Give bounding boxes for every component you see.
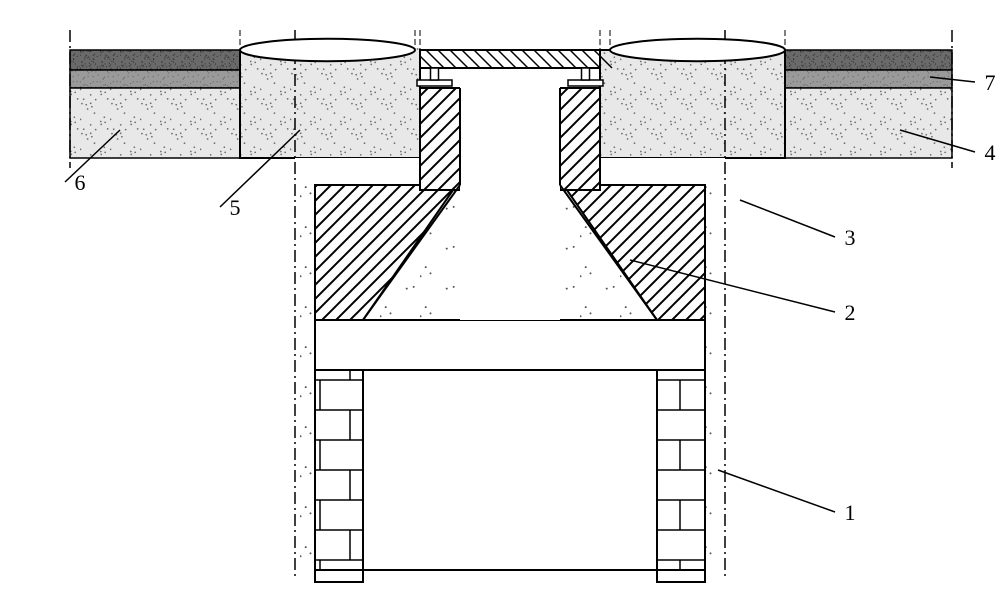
surface-low-left: [70, 88, 240, 158]
leader-3: [740, 200, 835, 237]
flange: [417, 80, 452, 86]
label-4: 4: [985, 140, 996, 165]
transition-slab: [315, 320, 705, 370]
flange: [568, 80, 603, 86]
label-5: 5: [230, 195, 241, 220]
leader-1: [718, 470, 835, 512]
surface-low-right: [785, 88, 952, 158]
label-7: 7: [985, 70, 996, 95]
brick-wall-right: [657, 370, 705, 570]
chamber-interior: [363, 370, 657, 570]
label-2: 2: [845, 300, 856, 325]
shaft-void: [460, 68, 560, 320]
surface-top-right: [785, 50, 952, 70]
brick-wall-left: [315, 370, 363, 570]
surface-top-left: [70, 50, 240, 70]
surface-mid-left: [70, 70, 240, 88]
cap-right: [610, 39, 785, 61]
label-1: 1: [845, 500, 856, 525]
surface-mid-right: [785, 70, 952, 88]
label-3: 3: [845, 225, 856, 250]
cross-section-diagram: 7 4 3 2 1 6 5: [20, 20, 1000, 593]
label-6: 6: [75, 170, 86, 195]
cap-left: [240, 39, 415, 61]
encasement-right: [600, 50, 785, 158]
